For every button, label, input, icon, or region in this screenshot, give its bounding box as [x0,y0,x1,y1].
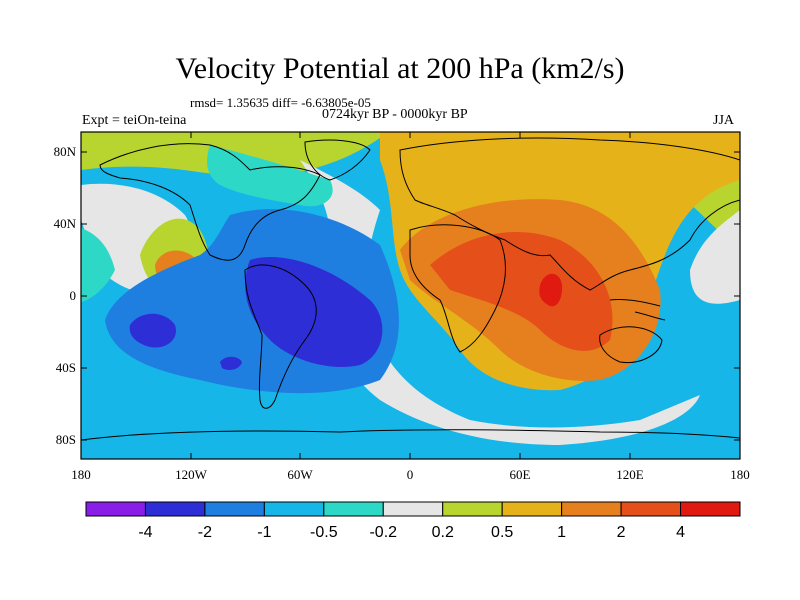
antarctica-outline [81,429,740,441]
indonesia-outline [609,299,666,321]
lat-label-40s: 40S [56,360,76,375]
colorbar-swatch [144,501,206,517]
colorbar-label: -4 [138,524,152,541]
lat-label-80s: 80S [56,432,76,447]
colorbar-labels: -4 -2 -1 -0.5 -0.2 0.2 0.5 1 2 4 [138,524,685,541]
lon-label-180e: 180 [730,467,750,482]
colorbar-label: 0.2 [432,524,454,541]
rmsd-diff-label: rmsd= 1.35635 diff= -6.63805e-05 [190,95,371,110]
colorbar-swatch [204,501,265,517]
australia-outline [599,326,663,364]
strong-negative-pacific [129,313,176,348]
contour-field [81,132,740,459]
colorbar-swatch [263,501,325,517]
lon-label-60w: 60W [287,467,313,482]
coastlines [81,137,740,441]
lat-label-40n: 40N [54,216,77,231]
colorbar-label: 2 [617,524,626,541]
very-strong-positive-region [430,232,613,351]
colorbar-swatch [620,501,682,517]
colorbar-label: 1 [557,524,566,541]
colorbar-swatch [382,501,444,517]
neutral-band-atlantic [300,160,700,445]
neutral-band-east [690,210,740,304]
colorbar-label: 4 [676,524,685,541]
lon-label-60e: 60E [510,467,531,482]
south-america-outline [244,264,317,409]
colorbar-label: -0.5 [310,524,338,541]
lon-label-180w: 180 [71,467,91,482]
axis-ticks [80,132,741,459]
chart-title: Velocity Potential at 200 hPa (km2/s) [175,52,625,85]
strong-negative-small [220,356,242,370]
colorbar-label: -0.2 [369,524,397,541]
strong-negative-core [245,256,383,368]
lat-label-0: 0 [70,288,77,303]
colorbar-swatch [561,501,622,517]
north-america-outline [99,143,321,261]
weak-negative-region [207,145,333,207]
africa-outline [409,224,506,353]
colorbar-swatch [85,501,146,517]
colorbar-label: 0.5 [491,524,513,541]
eurasia-outline [399,137,740,291]
experiment-label: Expt = teiOn-teina [82,113,187,128]
weak-negative-west [81,228,115,302]
colorbar-swatch [442,501,503,517]
colorbar-swatch [680,501,741,517]
season-label: JJA [713,113,735,128]
greenland-outline [304,139,371,181]
colorbar-label: -2 [198,524,212,541]
lat-label-80n: 80N [54,144,77,159]
lon-label-120w: 120W [175,467,208,482]
period-label: 0724kyr BP - 0000kyr BP [322,107,468,122]
colorbar-swatch [501,501,563,517]
colorbar-label: -1 [257,524,271,541]
lon-label-120e: 120E [616,467,644,482]
lon-label-0: 0 [407,467,414,482]
peak-positive-core [539,273,563,307]
colorbar-swatches [85,501,741,517]
colorbar-swatch [323,501,384,517]
